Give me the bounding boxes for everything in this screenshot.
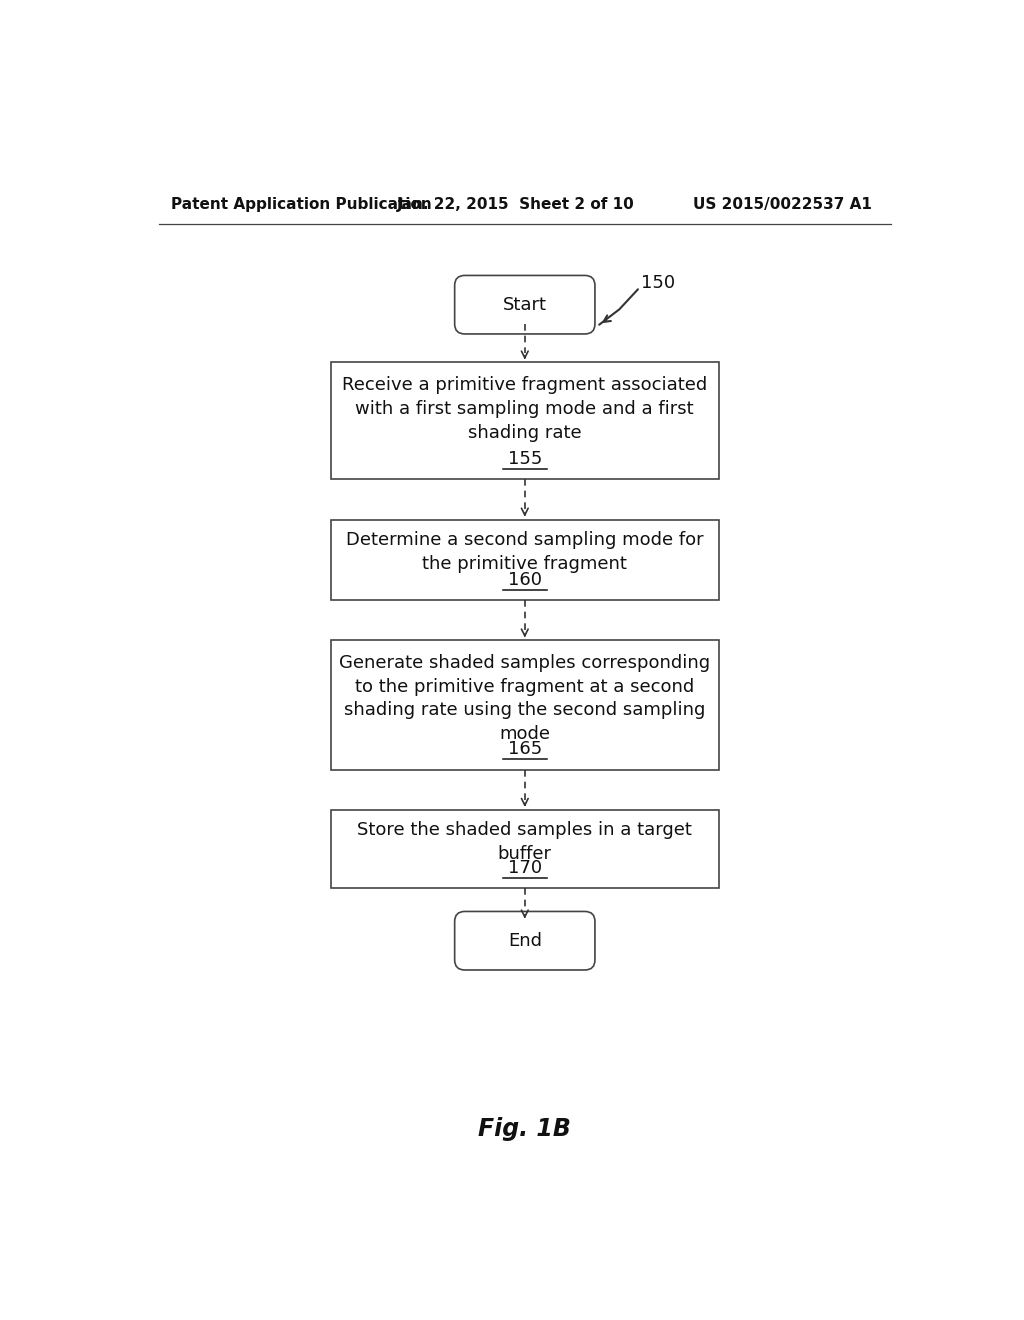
Text: End: End <box>508 932 542 949</box>
FancyBboxPatch shape <box>455 911 595 970</box>
Text: Fig. 1B: Fig. 1B <box>478 1117 571 1140</box>
Text: Generate shaded samples corresponding: Generate shaded samples corresponding <box>339 653 711 672</box>
Text: mode: mode <box>500 726 550 743</box>
Text: shading rate using the second sampling: shading rate using the second sampling <box>344 701 706 719</box>
FancyBboxPatch shape <box>455 276 595 334</box>
Text: with a first sampling mode and a first: with a first sampling mode and a first <box>355 400 694 417</box>
Text: Jan. 22, 2015  Sheet 2 of 10: Jan. 22, 2015 Sheet 2 of 10 <box>396 197 635 213</box>
Text: Determine a second sampling mode for: Determine a second sampling mode for <box>346 532 703 549</box>
FancyBboxPatch shape <box>331 520 719 601</box>
Text: 170: 170 <box>508 859 542 878</box>
Text: 165: 165 <box>508 741 542 758</box>
Text: shading rate: shading rate <box>468 424 582 441</box>
FancyBboxPatch shape <box>331 640 719 770</box>
FancyBboxPatch shape <box>331 809 719 888</box>
Text: Start: Start <box>503 296 547 314</box>
Text: 150: 150 <box>641 275 675 292</box>
Text: Receive a primitive fragment associated: Receive a primitive fragment associated <box>342 376 708 393</box>
Text: the primitive fragment: the primitive fragment <box>422 556 628 573</box>
Text: 160: 160 <box>508 570 542 589</box>
Text: US 2015/0022537 A1: US 2015/0022537 A1 <box>693 197 872 213</box>
FancyBboxPatch shape <box>331 363 719 479</box>
Text: Patent Application Publication: Patent Application Publication <box>171 197 431 213</box>
Text: 155: 155 <box>508 450 542 467</box>
Text: to the primitive fragment at a second: to the primitive fragment at a second <box>355 677 694 696</box>
Text: Store the shaded samples in a target: Store the shaded samples in a target <box>357 821 692 838</box>
Text: buffer: buffer <box>498 845 552 863</box>
